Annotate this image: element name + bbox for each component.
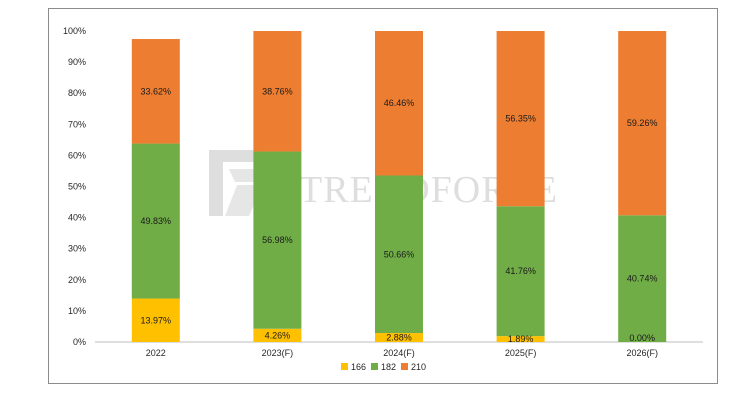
bar-166-2022 xyxy=(131,298,180,342)
bars xyxy=(131,31,667,342)
y-tick-label: 20% xyxy=(68,275,86,285)
bar-182-2022 xyxy=(131,143,180,299)
y-tick-label: 60% xyxy=(68,150,86,160)
bar-182-2025(F) xyxy=(496,206,545,337)
bar-166-2024(F) xyxy=(375,333,423,342)
bar-182-2026(F) xyxy=(618,215,667,342)
x-tick-label: 2023(F) xyxy=(262,348,294,358)
y-tick-label: 40% xyxy=(68,213,86,223)
data-label-166: 4.26% xyxy=(265,330,291,340)
x-tick-label: 2026(F) xyxy=(626,348,658,358)
y-tick-label: 70% xyxy=(68,119,86,129)
data-label-182: 40.74% xyxy=(627,274,658,284)
data-label-210: 38.76% xyxy=(262,86,293,96)
data-label-166: 1.89% xyxy=(508,334,534,344)
legend-swatch-182 xyxy=(371,363,378,370)
legend-label-166: 166 xyxy=(351,362,366,372)
x-tick-label: 2022 xyxy=(146,348,166,358)
chart-frame: TRENDFORCE 0% 10% 20% 30% 40% 50% 60% 70% 80% 90%… xyxy=(48,8,718,384)
y-tick-label: 10% xyxy=(68,306,86,316)
bar-166-2025(F) xyxy=(496,336,545,342)
data-label-210: 56.35% xyxy=(505,114,536,124)
x-tick-label: 2025(F) xyxy=(505,348,537,358)
bar-210-2025(F) xyxy=(496,31,545,207)
data-label-166: 0.00% xyxy=(629,333,655,343)
bar-182-2023(F) xyxy=(253,151,302,329)
data-label-210: 46.46% xyxy=(384,98,415,108)
data-label-166: 2.88% xyxy=(386,333,412,343)
data-labels: 13.97% 49.83% 33.62% 4.26% 56.98% 38.76% 2.88%… xyxy=(141,86,658,344)
data-label-182: 41.76% xyxy=(505,266,536,276)
y-tick-label: 80% xyxy=(68,88,86,98)
bar-166-2023(F) xyxy=(253,328,302,342)
legend-label-210: 210 xyxy=(411,362,426,372)
legend-swatch-166 xyxy=(341,363,348,370)
y-tick-label: 30% xyxy=(68,244,86,254)
bar-210-2023(F) xyxy=(253,31,302,152)
data-label-166: 13.97% xyxy=(141,315,172,325)
y-tick-label: 100% xyxy=(63,26,86,36)
bar-210-2024(F) xyxy=(375,31,423,176)
chart-svg: TRENDFORCE 0%10%20%30%40%50%60%70%80%90%… xyxy=(63,26,703,372)
data-label-182: 50.66% xyxy=(384,249,415,259)
data-label-210: 59.26% xyxy=(627,118,658,128)
y-tick-label: 50% xyxy=(68,182,86,192)
legend: 166 182 210 xyxy=(341,362,426,372)
bar-182-2024(F) xyxy=(375,175,423,334)
legend-swatch-210 xyxy=(401,363,408,370)
bar-210-2022 xyxy=(131,39,180,144)
bar-210-2026(F) xyxy=(618,31,667,216)
data-label-210: 33.62% xyxy=(141,86,172,96)
x-tick-label: 2024(F) xyxy=(383,348,415,358)
legend-label-182: 182 xyxy=(381,362,396,372)
data-label-182: 49.83% xyxy=(141,216,172,226)
data-label-182: 56.98% xyxy=(262,235,293,245)
y-tick-label: 90% xyxy=(68,57,86,67)
y-tick-label: 0% xyxy=(73,337,86,347)
